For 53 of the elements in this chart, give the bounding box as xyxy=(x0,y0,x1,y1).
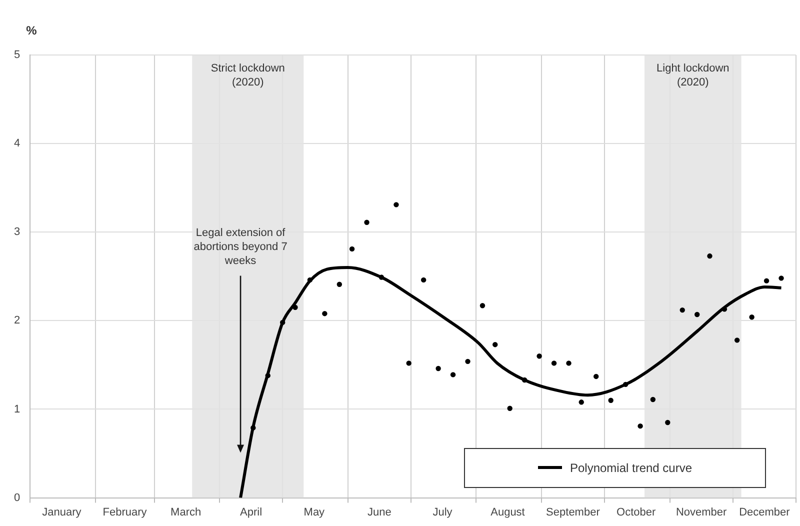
point xyxy=(694,312,700,318)
y-tick-label: 0 xyxy=(14,492,20,504)
point xyxy=(638,423,643,429)
point xyxy=(680,307,685,313)
point xyxy=(336,282,342,287)
band-label: Strict lockdown (2020) xyxy=(210,62,285,89)
band-label: Light lockdown (2020) xyxy=(656,62,730,89)
point xyxy=(749,314,754,320)
x-tick-label: June xyxy=(367,506,392,518)
x-tick-label: February xyxy=(102,506,148,518)
annotation: Legal extension of abortions beyond 7 weeks xyxy=(194,227,288,268)
y-tick-label: 3 xyxy=(14,226,20,238)
point xyxy=(778,276,784,281)
x-tick-label: March xyxy=(170,506,202,518)
point xyxy=(665,420,670,426)
point xyxy=(707,253,712,259)
point xyxy=(608,398,614,403)
x-tick-label: May xyxy=(304,506,326,518)
x-tick-label: December xyxy=(739,506,790,518)
y-tick-label: 5 xyxy=(14,49,20,62)
x-tick-label: September xyxy=(546,506,600,518)
y-tick-label: 2 xyxy=(14,314,20,327)
legend-label: Polynomial trend curve xyxy=(570,460,692,475)
y-axis-title: % xyxy=(26,23,38,38)
point xyxy=(764,278,770,284)
x-tick-label: July xyxy=(432,506,453,518)
x-tick-label: November xyxy=(676,506,728,518)
point xyxy=(420,277,426,283)
point xyxy=(450,372,456,378)
point xyxy=(734,338,740,343)
point xyxy=(566,360,572,366)
point xyxy=(507,406,512,411)
point xyxy=(536,354,542,359)
point xyxy=(394,202,399,208)
point xyxy=(322,310,328,316)
y-tick-label: 1 xyxy=(14,403,20,416)
point xyxy=(436,366,441,372)
point xyxy=(650,396,656,402)
x-tick-label: January xyxy=(42,506,82,518)
point xyxy=(551,360,557,366)
point xyxy=(465,358,470,364)
x-tick-label: August xyxy=(490,506,525,518)
point xyxy=(492,342,498,348)
point xyxy=(349,246,355,252)
x-tick-label: April xyxy=(240,506,262,518)
point xyxy=(578,400,584,405)
point xyxy=(480,303,486,308)
point xyxy=(594,374,599,380)
line-series xyxy=(239,266,783,498)
point xyxy=(406,360,412,366)
point xyxy=(364,220,370,225)
y-tick-label: 4 xyxy=(14,138,20,150)
x-tick-label: October xyxy=(616,506,656,518)
